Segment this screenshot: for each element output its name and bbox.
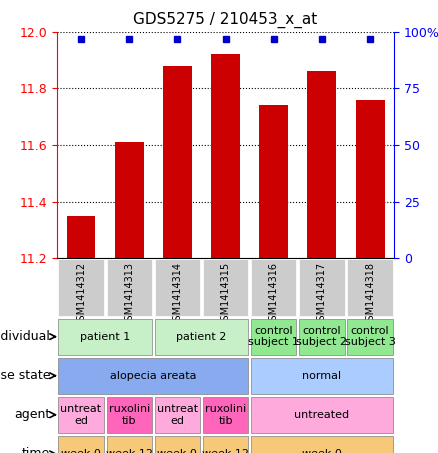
Bar: [67, 216, 95, 258]
Text: time: time: [22, 448, 50, 453]
Text: GSM1414314: GSM1414314: [173, 262, 182, 327]
FancyBboxPatch shape: [155, 318, 248, 355]
Text: patient 2: patient 2: [176, 332, 227, 342]
Text: ruxolini
tib: ruxolini tib: [109, 404, 150, 425]
Text: GSM1414317: GSM1414317: [317, 262, 327, 327]
Text: individual: individual: [0, 330, 50, 343]
FancyBboxPatch shape: [58, 397, 104, 433]
Text: GSM1414316: GSM1414316: [269, 262, 279, 327]
FancyBboxPatch shape: [203, 260, 248, 316]
FancyBboxPatch shape: [106, 436, 152, 453]
Text: control
subject 3: control subject 3: [345, 326, 396, 347]
Text: week 0: week 0: [302, 449, 342, 453]
FancyBboxPatch shape: [58, 436, 104, 453]
Text: GSM1414312: GSM1414312: [76, 262, 86, 327]
Text: week 0: week 0: [157, 449, 198, 453]
Text: week 0: week 0: [61, 449, 101, 453]
Text: GSM1414315: GSM1414315: [221, 262, 230, 327]
Bar: [163, 66, 192, 258]
Text: patient 1: patient 1: [80, 332, 130, 342]
FancyBboxPatch shape: [251, 260, 297, 316]
FancyBboxPatch shape: [106, 397, 152, 433]
Text: untreat
ed: untreat ed: [60, 404, 102, 425]
FancyBboxPatch shape: [203, 397, 248, 433]
FancyBboxPatch shape: [347, 260, 393, 316]
FancyBboxPatch shape: [203, 436, 248, 453]
Text: GSM1414313: GSM1414313: [124, 262, 134, 327]
FancyBboxPatch shape: [155, 260, 200, 316]
Bar: [356, 100, 385, 258]
Text: week 12: week 12: [202, 449, 249, 453]
FancyBboxPatch shape: [299, 318, 345, 355]
Text: ruxolini
tib: ruxolini tib: [205, 404, 246, 425]
Text: GSM1414318: GSM1414318: [365, 262, 375, 327]
Text: agent: agent: [14, 408, 50, 421]
Text: week 12: week 12: [106, 449, 153, 453]
FancyBboxPatch shape: [251, 358, 393, 394]
Text: control
subject 1: control subject 1: [248, 326, 299, 347]
FancyBboxPatch shape: [155, 397, 200, 433]
FancyBboxPatch shape: [251, 318, 297, 355]
Bar: [211, 54, 240, 258]
Text: untreat
ed: untreat ed: [157, 404, 198, 425]
Bar: [115, 142, 144, 258]
Title: GDS5275 / 210453_x_at: GDS5275 / 210453_x_at: [134, 11, 318, 28]
Text: disease state: disease state: [0, 369, 50, 382]
FancyBboxPatch shape: [299, 260, 345, 316]
Text: alopecia areata: alopecia areata: [110, 371, 197, 381]
FancyBboxPatch shape: [106, 260, 152, 316]
Text: control
subject 2: control subject 2: [297, 326, 347, 347]
FancyBboxPatch shape: [58, 260, 104, 316]
FancyBboxPatch shape: [58, 358, 248, 394]
FancyBboxPatch shape: [251, 397, 393, 433]
Text: normal: normal: [302, 371, 342, 381]
FancyBboxPatch shape: [58, 318, 152, 355]
FancyBboxPatch shape: [155, 436, 200, 453]
Bar: [307, 72, 336, 258]
Bar: [259, 105, 288, 258]
Text: untreated: untreated: [294, 410, 350, 420]
FancyBboxPatch shape: [347, 318, 393, 355]
FancyBboxPatch shape: [251, 436, 393, 453]
